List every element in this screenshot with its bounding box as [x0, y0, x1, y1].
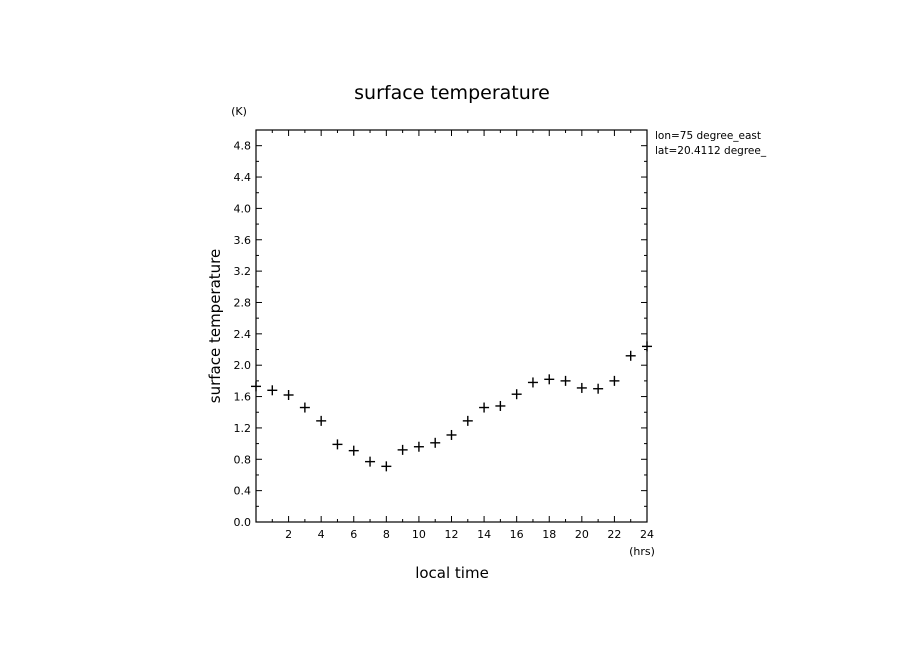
y-tick-label: 3.6	[234, 234, 252, 247]
y-tick-label: 1.2	[234, 422, 252, 435]
x-tick-label: 6	[350, 528, 357, 541]
x-tick-label: 12	[445, 528, 459, 541]
data-point	[397, 444, 408, 455]
x-tick-label: 2	[285, 528, 292, 541]
data-point	[625, 350, 636, 361]
data-point	[593, 383, 604, 394]
x-tick-label: 20	[575, 528, 589, 541]
x-tick-label: 18	[542, 528, 556, 541]
y-tick-label: 2.0	[234, 359, 252, 372]
data-point	[446, 429, 457, 440]
y-tick-label: 0.0	[234, 516, 252, 529]
data-point	[413, 441, 424, 452]
data-point	[609, 375, 620, 386]
y-unit-label: (K)	[231, 105, 247, 118]
x-tick-label: 14	[477, 528, 491, 541]
y-tick-label: 1.6	[234, 391, 252, 404]
y-tick-label: 2.4	[234, 328, 252, 341]
data-point	[283, 389, 294, 400]
y-tick-label: 4.0	[234, 202, 252, 215]
data-point	[560, 375, 571, 386]
data-points	[251, 341, 652, 472]
y-tick-label: 0.8	[234, 453, 252, 466]
x-axis-label: local time	[415, 564, 489, 582]
x-tick-label: 10	[412, 528, 426, 541]
data-point	[462, 415, 473, 426]
data-point	[299, 402, 310, 413]
x-tick-label: 24	[640, 528, 654, 541]
data-point	[576, 382, 587, 393]
data-point	[430, 437, 441, 448]
data-point	[251, 381, 261, 392]
y-axis-ticks: 0.0 0.4 0.8 1.2 1.6 2.0 2.4 2.8 3.2 3.6 4.0 4.4 4.8	[234, 140, 647, 529]
data-point	[365, 456, 376, 467]
x-axis-ticks: 2 4 6 8 10 12 14 16 18 20 22 24	[271, 130, 654, 541]
y-tick-label: 2.8	[234, 296, 252, 309]
y-tick-label: 4.4	[234, 171, 252, 184]
data-point	[544, 374, 555, 385]
x-tick-label: 4	[318, 528, 325, 541]
y-tick-label: 0.4	[234, 485, 252, 498]
y-axis-label: surface temperature	[206, 249, 224, 404]
plot-frame	[255, 129, 648, 523]
data-point	[495, 400, 506, 411]
x-unit-label: (hrs)	[629, 545, 655, 558]
data-point	[332, 439, 343, 450]
data-point	[479, 402, 490, 413]
x-tick-label: 22	[607, 528, 621, 541]
data-point	[642, 341, 652, 352]
y-tick-label: 4.8	[234, 140, 252, 153]
y-tick-label: 3.2	[234, 265, 252, 278]
annotation-lon: lon=75 degree_east	[655, 130, 761, 142]
x-tick-label: 16	[510, 528, 524, 541]
chart-title: surface temperature	[354, 82, 550, 104]
x-tick-label: 8	[383, 528, 390, 541]
data-point	[316, 415, 327, 426]
annotation-lat: lat=20.4112 degree_	[655, 145, 767, 157]
data-point	[527, 377, 538, 388]
data-point	[511, 389, 522, 400]
data-point	[381, 461, 392, 472]
data-point	[348, 445, 359, 456]
data-point	[267, 385, 278, 396]
